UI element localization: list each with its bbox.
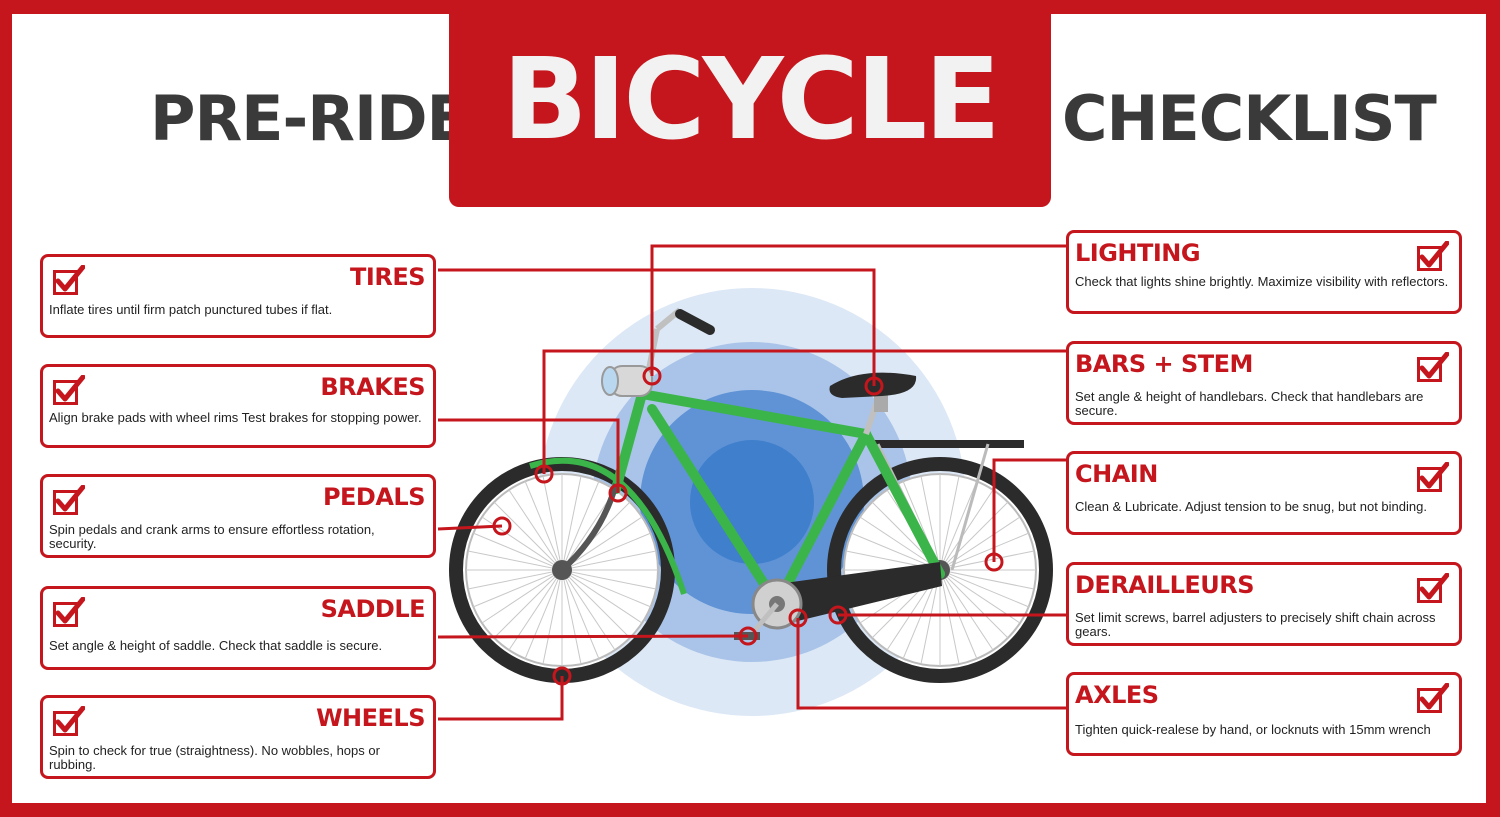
headlight [601, 365, 653, 397]
checkbox-checked-icon [53, 706, 85, 736]
marker-wheels [552, 666, 572, 686]
card-title: SADDLE [320, 595, 426, 623]
checkbox-checked-icon [53, 265, 85, 295]
card-title: BRAKES [320, 373, 425, 401]
card-title: TIRES [350, 263, 425, 291]
card-description: Spin pedals and crank arms to ensure eff… [49, 522, 375, 551]
title-bicycle: BICYCLE [502, 35, 1000, 165]
title-pre-ride: PRE-RIDE [150, 82, 469, 155]
card-bars-stem: BARS + STEM Set angle & height of handle… [1066, 341, 1462, 425]
card-description: Set angle & height of saddle. Check that… [49, 638, 383, 653]
marker-lighting [642, 366, 662, 386]
marker-derailleurs [828, 605, 848, 625]
front-fork [559, 483, 619, 573]
checkbox-checked-icon [53, 597, 85, 627]
infographic-canvas: PRE-RIDE BICYCLE CHECKLIST [12, 14, 1486, 803]
marker-saddle [738, 626, 758, 646]
card-pedals: PEDALS Spin pedals and crank arms to ens… [40, 474, 436, 558]
card-brakes: BRAKES Align brake pads with wheel rims … [40, 364, 436, 448]
connector-lines [437, 244, 1066, 721]
card-saddle: SADDLE Set angle & height of saddle. Che… [40, 586, 436, 670]
marker-chain [984, 552, 1004, 572]
card-description: Set limit screws, barrel adjusters to pr… [1075, 610, 1436, 639]
card-description: Set angle & height of handlebars. Check … [1075, 389, 1424, 418]
card-tires: TIRES Inflate tires until firm patch pun… [40, 254, 436, 338]
marker-tires [864, 376, 884, 396]
card-chain: CHAIN Clean & Lubricate. Adjust tension … [1066, 451, 1462, 535]
bicycle-diagram [437, 244, 1066, 721]
marker-brakes [608, 483, 628, 503]
card-title: DERAILLEURS [1075, 571, 1255, 599]
card-wheels: WHEELS Spin to check for true (straightn… [40, 695, 436, 779]
title-checklist: CHECKLIST [1062, 82, 1437, 155]
checkbox-checked-icon [53, 375, 85, 405]
card-axles: AXLES Tighten quick-realese by hand, or … [1066, 672, 1462, 756]
card-description: Check that lights shine brightly. Maximi… [1075, 274, 1449, 289]
marker-pedals [492, 516, 512, 536]
card-description: Spin to check for true (straightness). N… [49, 743, 380, 772]
checkbox-checked-icon [1417, 241, 1449, 271]
card-title: BARS + STEM [1075, 350, 1253, 378]
card-description: Inflate tires until firm patch punctured… [49, 302, 333, 317]
connector-markers [492, 366, 1004, 686]
card-lighting: LIGHTING Check that lights shine brightl… [1066, 230, 1462, 314]
card-title: AXLES [1075, 681, 1159, 709]
card-derailleurs: DERAILLEURS Set limit screws, barrel adj… [1066, 562, 1462, 646]
card-description: Align brake pads with wheel rims Test br… [49, 410, 422, 425]
title-banner: BICYCLE [449, 14, 1051, 207]
card-title: CHAIN [1075, 460, 1158, 488]
checkbox-checked-icon [1417, 462, 1449, 492]
bg-circle-core [690, 440, 814, 564]
card-description: Tighten quick-realese by hand, or locknu… [1075, 722, 1431, 737]
marker-bars-stem [534, 464, 554, 484]
checkbox-checked-icon [1417, 573, 1449, 603]
checkbox-checked-icon [1417, 352, 1449, 382]
card-description: Clean & Lubricate. Adjust tension to be … [1075, 499, 1427, 514]
card-title: WHEELS [316, 704, 425, 732]
checkbox-checked-icon [1417, 683, 1449, 713]
card-title: LIGHTING [1075, 239, 1201, 267]
card-title: PEDALS [322, 483, 426, 511]
checkbox-checked-icon [53, 485, 85, 515]
marker-axles [788, 608, 808, 628]
